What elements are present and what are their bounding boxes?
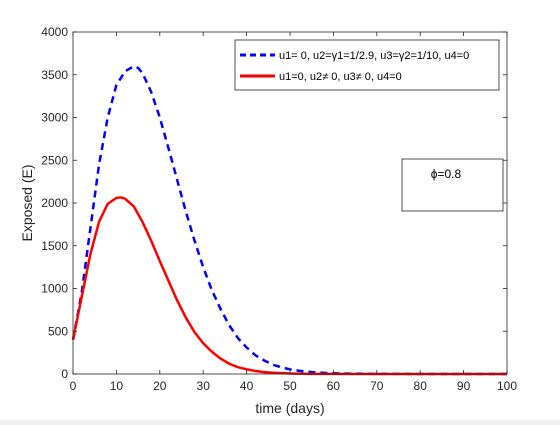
x-tick-label: 20 [153,379,167,393]
x-tick-label: 60 [327,379,341,393]
annotation-box [401,158,504,212]
x-tick-label: 80 [414,379,428,393]
legend-label-series-2: u1=0, u2≠ 0, u3≠ 0, u4=0 [279,71,402,83]
x-tick-label: 40 [240,379,254,393]
annotation-text: ϕ=0.8 [431,167,462,181]
legend-label-series-1: u1= 0, u2=γ1=1/2.9, u3=γ2=1/10, u4=0 [279,50,469,62]
y-tick-label: 1500 [41,239,68,253]
x-axis-label: time (days) [255,400,324,416]
x-tick-label: 30 [197,379,211,393]
legend: u1= 0, u2=γ1=1/2.9, u3=γ2=1/10, u4=0 u1=… [234,39,500,91]
legend-box [234,39,500,91]
y-tick-label: 2000 [41,196,68,210]
x-tick-label: 0 [70,379,77,393]
y-tick-label: 500 [48,324,68,338]
y-tick-label: 2500 [41,153,68,167]
tick-layer: 0 10 20 30 40 50 60 70 80 90 100050010001500200025… [41,25,517,393]
y-tick-label: 0 [61,367,68,381]
axes-box [72,31,508,375]
x-tick-label: 70 [370,379,384,393]
y-tick-label: 3000 [41,111,68,125]
y-tick-label: 1000 [41,282,68,296]
y-tick-label: 4000 [41,25,68,39]
x-tick-label: 10 [110,379,124,393]
x-tick-label: 90 [457,379,471,393]
y-tick-label: 3500 [41,68,68,82]
x-tick-label: 50 [283,379,297,393]
annotation: ϕ=0.8 [401,158,504,212]
x-tick-label: 100 [497,379,517,393]
y-axis-label: Exposed (E) [19,164,35,241]
